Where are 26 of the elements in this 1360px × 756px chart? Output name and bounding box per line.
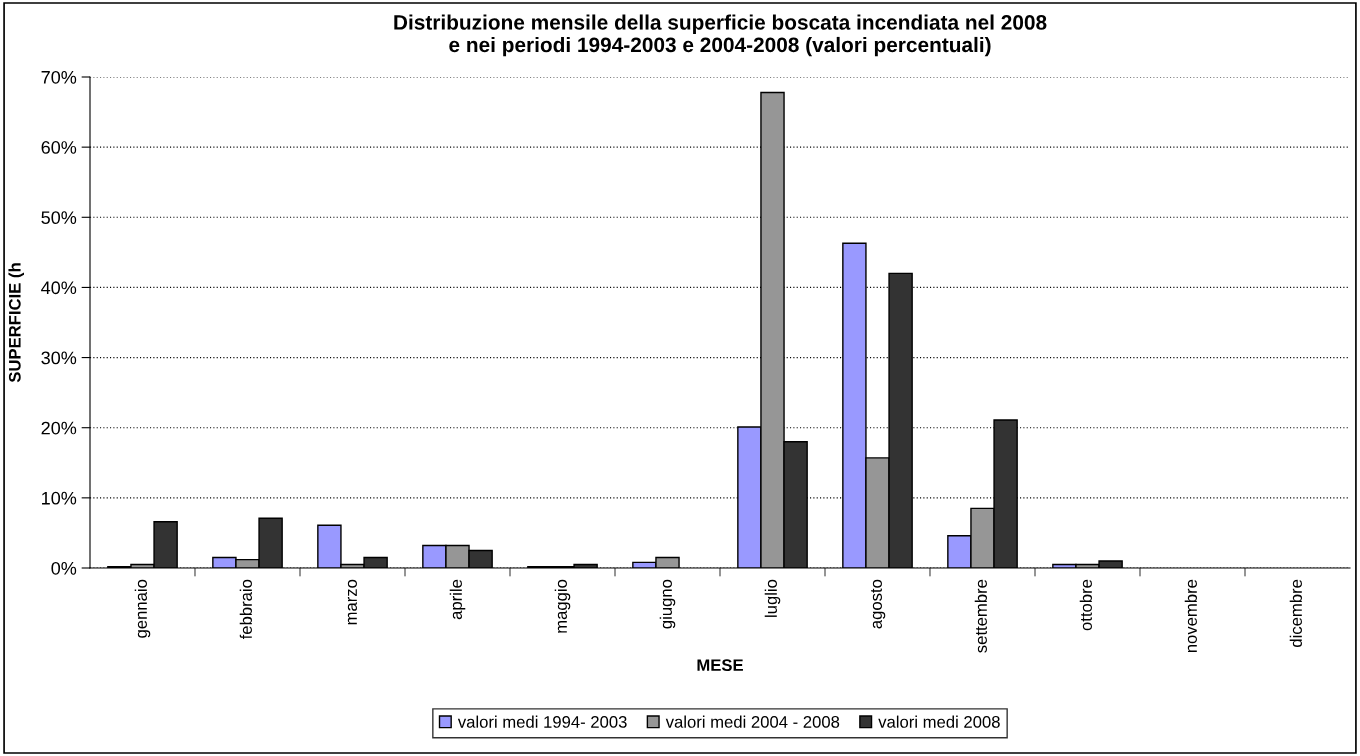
x-tick-label: luglio (764, 579, 781, 617)
y-tick-label: 10% (42, 491, 77, 505)
legend-label: valori medi 1994- 2003 (457, 715, 627, 728)
y-tick-label: 0% (51, 561, 77, 575)
x-tick-label: dicembre (1289, 579, 1302, 647)
x-tick-label: aprile (449, 579, 466, 620)
x-axis-title: MESE (697, 659, 743, 672)
x-tick-label: maggio (554, 579, 571, 633)
y-tick-label: 20% (41, 421, 77, 435)
x-tick-label: settembre (974, 579, 987, 653)
x-tick-label: marzo (347, 579, 357, 625)
y-axis-title: SUPERFICIE (h (8, 263, 24, 383)
x-tick-label: febbraio (239, 579, 252, 640)
legend-label: valori medi 2004 - 2008 (665, 715, 840, 728)
x-tick-label: ottobre (1079, 579, 1092, 631)
x-tick-label: giugno (659, 579, 676, 629)
chart-title: Distribuzione mensile della superficie boscata incendiata nel 2008 e nei periodi 1994-2003 e 2004-2008 (valori percentuali) (394, 14, 1047, 57)
y-tick-label: 50% (41, 211, 77, 225)
x-tick-label: novembre (1184, 579, 1197, 653)
legend-label: valori medi 2008 (878, 715, 1000, 728)
y-tick-label: 60% (41, 141, 77, 154)
y-tick-label: 70% (41, 70, 77, 84)
y-tick-label: 40% (41, 281, 77, 295)
y-tick-label: 30% (41, 351, 77, 365)
x-tick-label: agosto (871, 579, 886, 629)
x-tick-label: gennaio (134, 579, 151, 638)
